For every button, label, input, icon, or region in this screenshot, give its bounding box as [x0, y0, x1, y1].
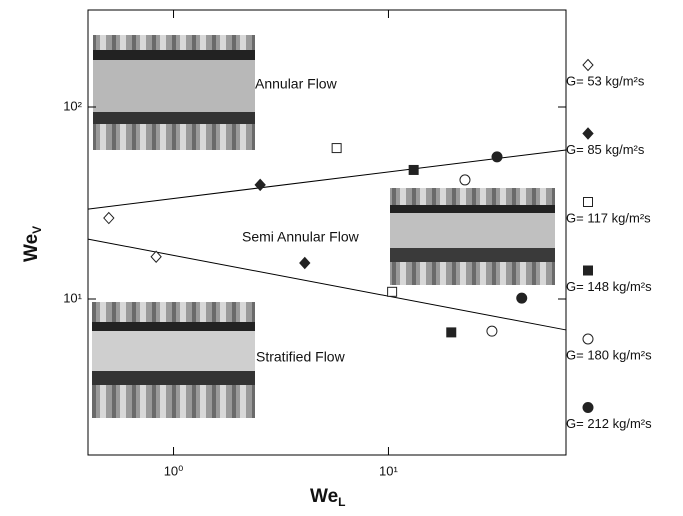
plot-frame — [87, 9, 567, 456]
point — [331, 143, 342, 154]
legend-marker — [582, 333, 594, 345]
annotation: Semi Annular Flow — [242, 229, 360, 245]
y-axis-label: WeV — [21, 226, 44, 262]
legend-label: G= 212 kg/m²s — [566, 416, 652, 431]
point — [150, 250, 162, 263]
trend-line — [87, 238, 567, 331]
point — [408, 164, 419, 175]
x-tick-label: 10⁰ — [164, 463, 184, 478]
photo-annular — [93, 35, 255, 150]
x-axis-label-sub: L — [338, 495, 345, 509]
legend-marker — [582, 58, 594, 72]
point — [446, 327, 457, 338]
y-tick-label: 10¹ — [63, 290, 82, 305]
point — [387, 286, 398, 297]
point — [486, 325, 498, 337]
legend-label: G= 53 kg/m²s — [566, 73, 645, 88]
legend-label: G= 117 kg/m²s — [566, 210, 651, 225]
point — [516, 292, 528, 304]
legend-marker — [582, 127, 594, 140]
point — [491, 151, 503, 163]
legend-marker — [582, 402, 594, 413]
legend-label: G= 180 kg/m²s — [566, 347, 652, 362]
legend-marker — [583, 197, 593, 207]
trend-line — [87, 149, 567, 210]
y-tick-label: 10² — [63, 98, 82, 113]
point — [459, 174, 471, 186]
legend-label: G= 85 kg/m²s — [566, 142, 645, 157]
point — [254, 178, 266, 192]
y-axis-label-sub: V — [30, 226, 44, 234]
photo-semi-annular — [390, 188, 555, 285]
photo-stratified — [92, 302, 255, 418]
annotation: Stratified Flow — [256, 349, 346, 365]
x-axis-label-base: We — [310, 486, 338, 507]
annotation: Annular Flow — [255, 76, 338, 92]
point — [103, 211, 115, 225]
x-axis-label: WeL — [310, 486, 346, 509]
point — [299, 256, 311, 270]
legend-label: G= 148 kg/m²s — [566, 279, 652, 294]
y-axis-label-base: We — [21, 234, 42, 262]
legend-marker — [583, 265, 593, 276]
x-tick-label: 10¹ — [379, 463, 398, 478]
